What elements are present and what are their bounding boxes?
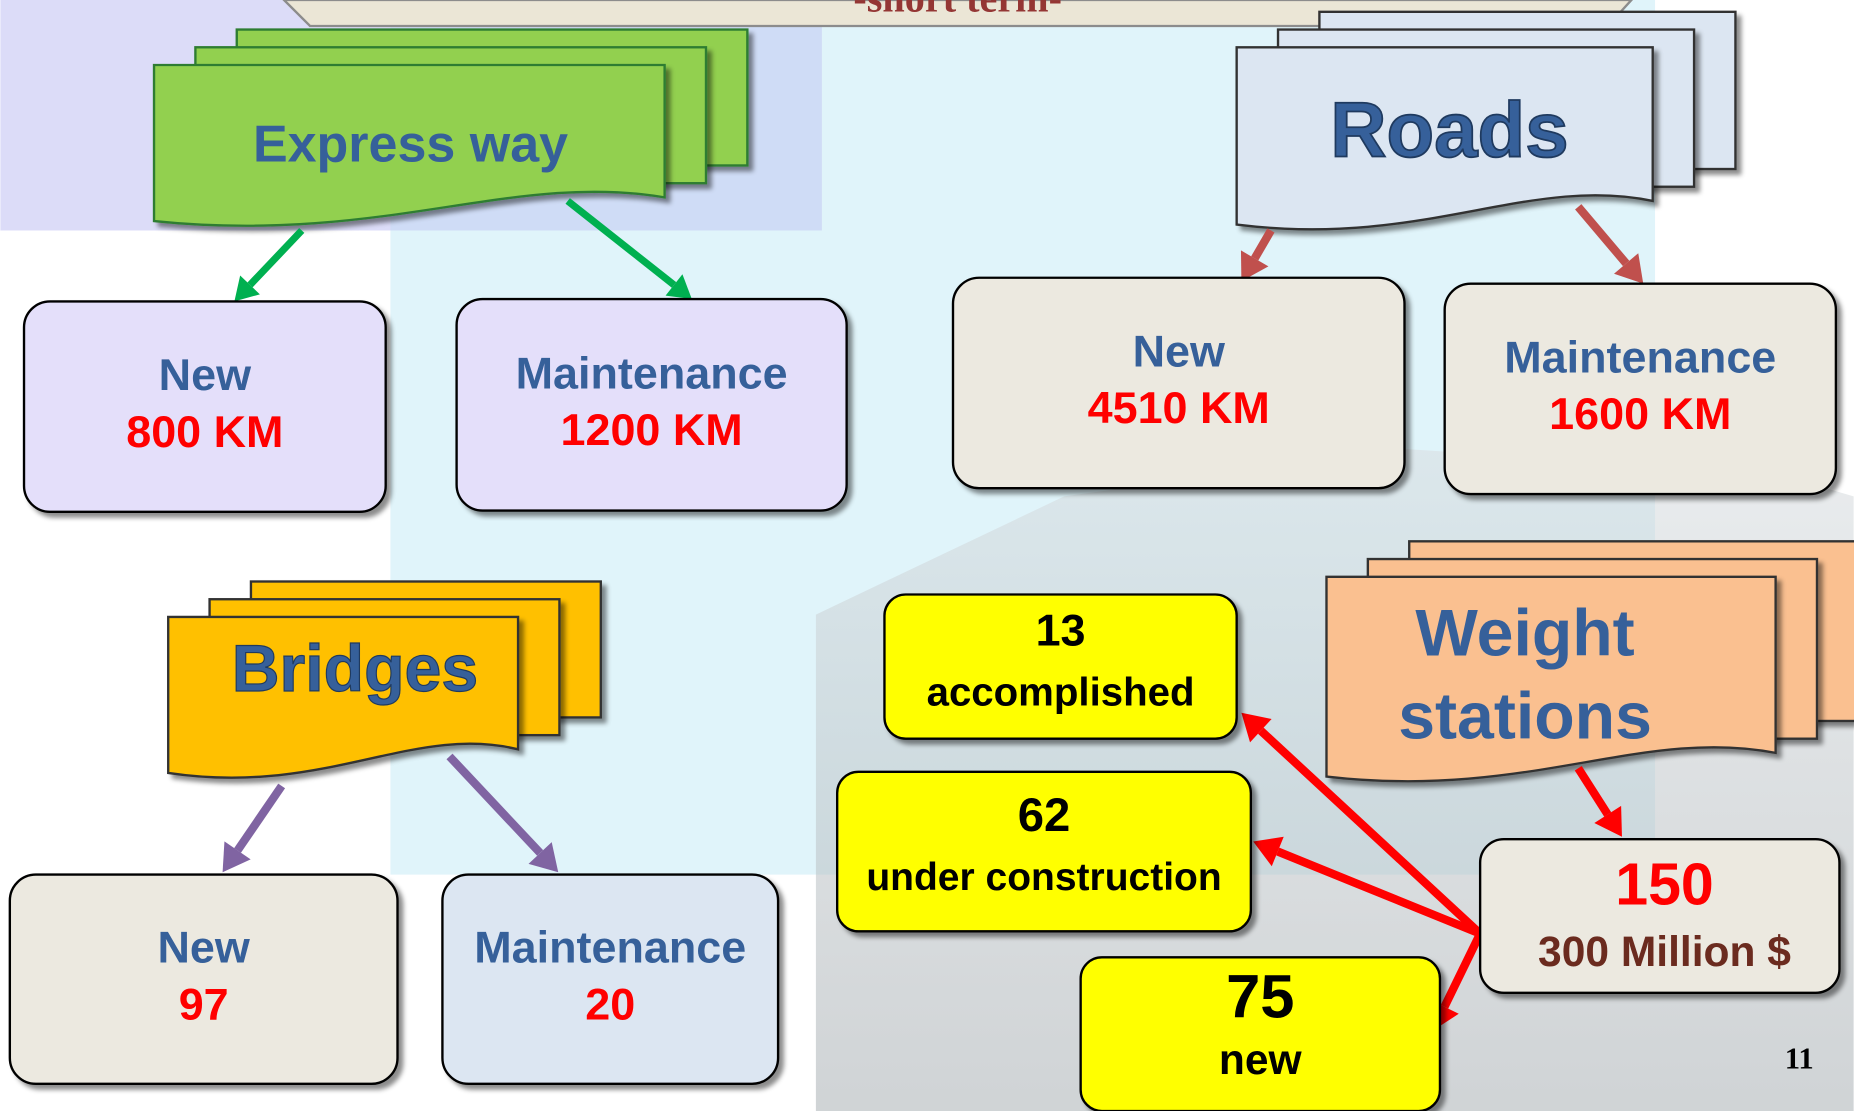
child-value: 800 KM (126, 406, 283, 457)
child-label: Maintenance (474, 922, 746, 973)
group-title: Bridges (232, 632, 478, 706)
page-number: 11 (1785, 1041, 1814, 1075)
status-label: under construction (866, 856, 1221, 899)
slide: -short term- Express way New 800 KM Mainten… (0, 0, 1854, 1111)
banner-title: -short term- (853, 0, 1062, 21)
status-label: new (1219, 1036, 1303, 1084)
child-label: New (1133, 325, 1226, 376)
child-value: 4510 KM (1088, 382, 1270, 433)
page: -short term- Express way New 800 KM Mainten… (0, 0, 1854, 1111)
group-title: Roads (1330, 86, 1568, 174)
child-value: 1600 KM (1549, 388, 1731, 439)
child-value: 20 (585, 978, 635, 1029)
group-title: stations (1398, 679, 1652, 753)
child-value: 97 (179, 978, 229, 1029)
group-title: Weight (1415, 597, 1634, 671)
group-title: Express way (253, 115, 568, 173)
child-label: Maintenance (1504, 331, 1776, 382)
child-label: New (157, 922, 250, 973)
child-label: New (159, 349, 252, 400)
child-label: Maintenance (516, 347, 788, 398)
child-value: 1200 KM (561, 404, 743, 455)
status-count: 75 (1226, 962, 1294, 1031)
total-count: 150 (1615, 851, 1714, 917)
status-label: accomplished (927, 670, 1195, 715)
status-count: 13 (1036, 604, 1086, 655)
total-cost: 300 Million $ (1538, 928, 1791, 976)
status-count: 62 (1018, 789, 1071, 842)
